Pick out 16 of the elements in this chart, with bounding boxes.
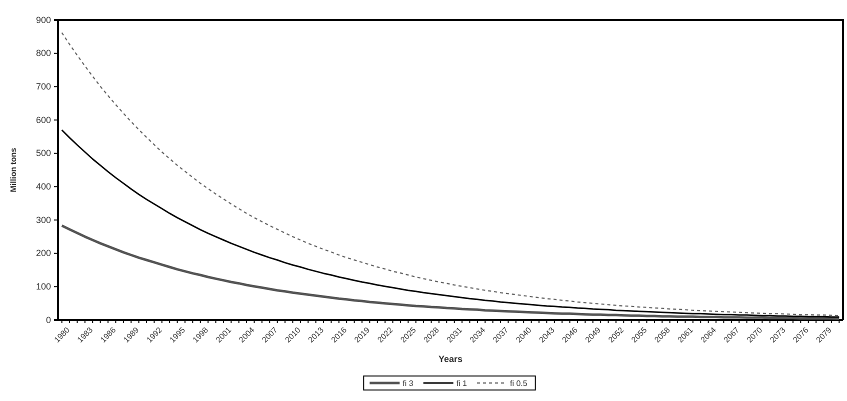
- legend-label: fi 3: [402, 379, 414, 388]
- y-tick-label: 500: [36, 148, 51, 158]
- y-tick-label: 600: [36, 114, 51, 125]
- y-tick-label: 300: [36, 214, 51, 225]
- x-axis-title: Years: [438, 354, 463, 364]
- y-axis-title: Million tons: [9, 147, 18, 192]
- y-tick-label: 400: [36, 182, 51, 192]
- y-tick-label: 900: [36, 14, 51, 25]
- legend-label: fi 1: [456, 379, 468, 388]
- line-series: [60, 224, 840, 320]
- legend-label: fi 0.5: [510, 379, 528, 388]
- y-tick-label: 800: [36, 48, 51, 58]
- y-tick-label: 200: [36, 248, 51, 258]
- y-tick-label: 0: [46, 314, 51, 325]
- y-tick-label: 100: [36, 282, 51, 292]
- y-tick-label: 700: [36, 82, 51, 92]
